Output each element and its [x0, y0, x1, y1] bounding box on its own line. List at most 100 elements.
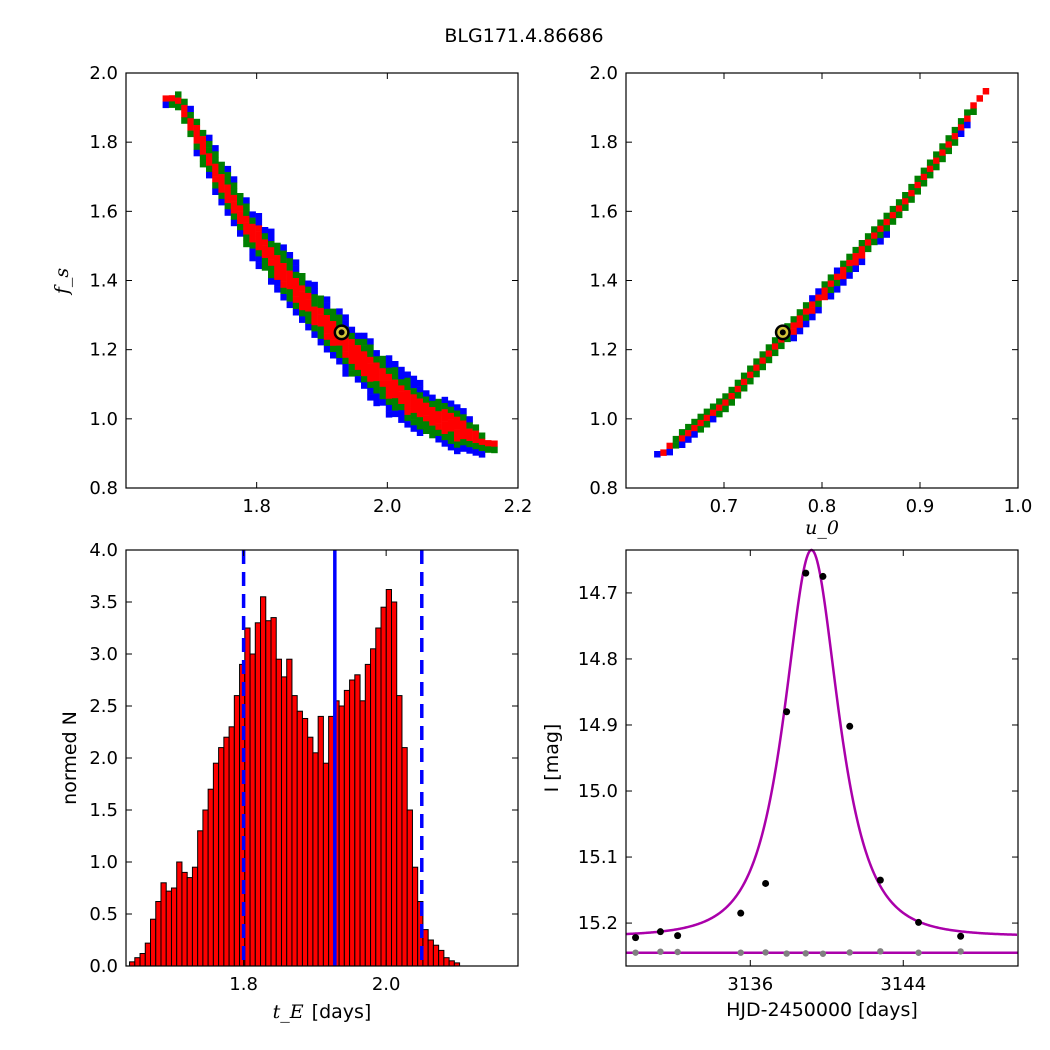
density-cell [491, 440, 498, 447]
histogram-bar [390, 601, 398, 967]
density-cell [385, 380, 393, 387]
density-cell [224, 203, 232, 210]
density-cell [740, 385, 748, 392]
histogram-bar [275, 658, 282, 967]
density-cell [218, 198, 225, 206]
density-cell [472, 436, 480, 444]
density-cell [877, 231, 884, 239]
density-cell [187, 130, 194, 138]
density-cell [199, 136, 207, 143]
density-cell [765, 344, 773, 351]
density-cell [722, 399, 729, 406]
p0-ytick-label: 1.0 [89, 409, 118, 430]
density-cell [367, 350, 374, 358]
density-cell [728, 386, 735, 394]
density-cell [385, 398, 393, 406]
density-cell [970, 102, 977, 109]
density-cell [348, 339, 356, 346]
density-cell [423, 427, 430, 434]
density-cell [466, 434, 473, 442]
density-cell [895, 211, 903, 219]
histogram-bar [165, 890, 172, 967]
density-cell [249, 242, 256, 249]
density-cell [454, 410, 461, 417]
density-cell [666, 448, 673, 456]
density-cell [728, 393, 735, 400]
density-cell [914, 175, 921, 183]
density-cell [249, 248, 256, 256]
te-histogram-panel: 1.8 2.0 0.0 0.5 1.0 1.5 2.0 2.5 3.0 3.5 4.0 normed … [59, 540, 519, 1023]
density-cell [354, 363, 362, 371]
p0-xtick-label: 2.0 [373, 496, 402, 517]
density-cell [747, 371, 754, 379]
density-cell [249, 211, 256, 218]
p2-xtick-label: 1.8 [229, 974, 258, 995]
density-cell [815, 288, 822, 295]
density-cell [691, 418, 698, 426]
p1-ytick-label: 0.8 [589, 478, 618, 499]
density-cell [361, 363, 368, 371]
density-cell [815, 300, 822, 308]
density-cell [237, 224, 244, 231]
density-cell [187, 124, 194, 131]
histogram-bar [176, 861, 183, 967]
density-cell [373, 374, 380, 382]
density-cell [846, 266, 853, 273]
density-cell [187, 105, 194, 113]
density-cell [398, 397, 405, 405]
density-cell [976, 95, 983, 102]
density-cell [181, 104, 188, 112]
density-cell [385, 367, 393, 375]
residual-point [877, 948, 884, 955]
density-cell [292, 278, 300, 285]
histogram-bar [202, 809, 209, 967]
density-cell [709, 409, 717, 417]
density-cell [697, 419, 704, 427]
density-cell [280, 287, 287, 295]
density-cell [846, 272, 853, 279]
histogram-bar [265, 620, 272, 967]
p1-xtick-label: 0.8 [808, 496, 837, 517]
density-cell [771, 337, 779, 344]
density-cell [416, 410, 424, 418]
density-cell [747, 365, 754, 372]
density-cell [187, 112, 194, 119]
density-cell [237, 230, 244, 237]
density-cell [268, 234, 275, 242]
density-cell [404, 421, 411, 428]
histogram-bar [422, 929, 429, 967]
density-cell [416, 398, 424, 405]
data-point [915, 918, 923, 926]
density-cell [392, 392, 399, 399]
density-cell [311, 294, 318, 301]
density-cell [212, 157, 219, 164]
residual-point [846, 949, 853, 956]
density-cell [441, 396, 449, 404]
density-cell [292, 290, 300, 297]
density-cell [181, 98, 188, 106]
density-cell [379, 393, 387, 400]
density-cell [237, 193, 244, 200]
p1-ytick-label: 1.6 [589, 201, 618, 222]
density-cell [162, 101, 170, 109]
density-cell [460, 414, 467, 421]
density-cell [709, 403, 717, 410]
density-cell [336, 314, 343, 322]
density-cell [466, 447, 473, 454]
density-cell [354, 345, 362, 352]
residual-point [783, 950, 790, 957]
density-cell [441, 421, 449, 429]
density-cell [193, 143, 201, 151]
density-cell [224, 209, 232, 216]
density-cell [802, 314, 810, 322]
density-cell [274, 286, 281, 293]
density-cell [441, 427, 449, 435]
density-cell [286, 258, 294, 265]
density-cell [957, 118, 965, 125]
density-cell [472, 430, 480, 438]
density-cell [292, 271, 300, 279]
density-cell [441, 440, 449, 447]
density-cell [827, 280, 835, 288]
density-cell [286, 283, 294, 290]
